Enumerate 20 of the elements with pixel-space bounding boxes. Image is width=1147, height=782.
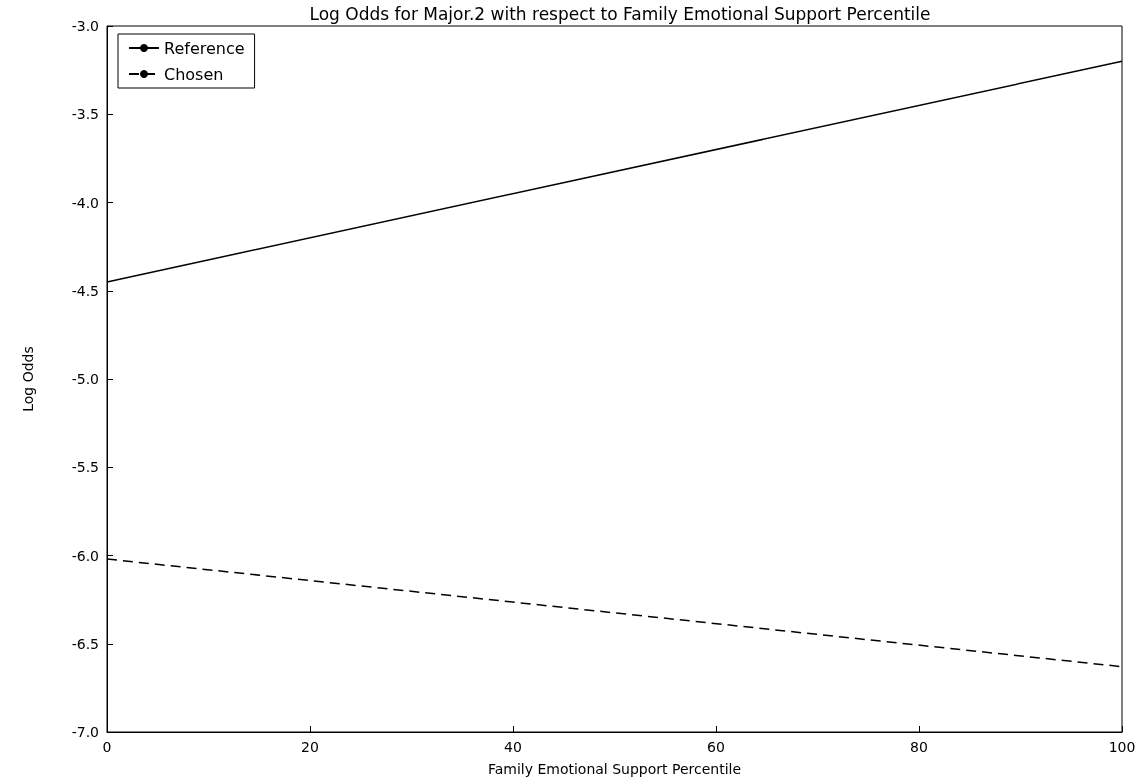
y-tick-label: -6.5 <box>71 635 99 652</box>
y-axis-title: Log Odds <box>20 346 36 412</box>
y-tick-label: -3.5 <box>71 106 99 123</box>
y-tick-label: -6.0 <box>71 547 99 564</box>
x-tick-label: 100 <box>1108 739 1136 755</box>
y-tick-label: -4.0 <box>71 194 99 211</box>
x-tick-label: 80 <box>910 739 928 755</box>
chart-title: Log Odds for Major.2 with respect to Family Emotional Support Percentile <box>309 3 931 24</box>
legend-label: Chosen <box>164 64 224 84</box>
x-tick-label: 0 <box>102 739 112 755</box>
x-tick-label: 40 <box>504 739 522 755</box>
y-tick-label: -5.5 <box>71 459 99 476</box>
x-axis-title: Family Emotional Support Percentile <box>487 761 742 777</box>
y-tick-label: -7.0 <box>71 724 99 740</box>
y-tick-label: -4.5 <box>71 282 99 299</box>
y-tick-label: -3.0 <box>71 18 99 34</box>
y-tick-label: -5.0 <box>71 371 99 387</box>
x-tick-label: 60 <box>707 739 725 755</box>
legend-label: Reference <box>164 38 245 58</box>
x-tick-label: 20 <box>301 739 319 755</box>
